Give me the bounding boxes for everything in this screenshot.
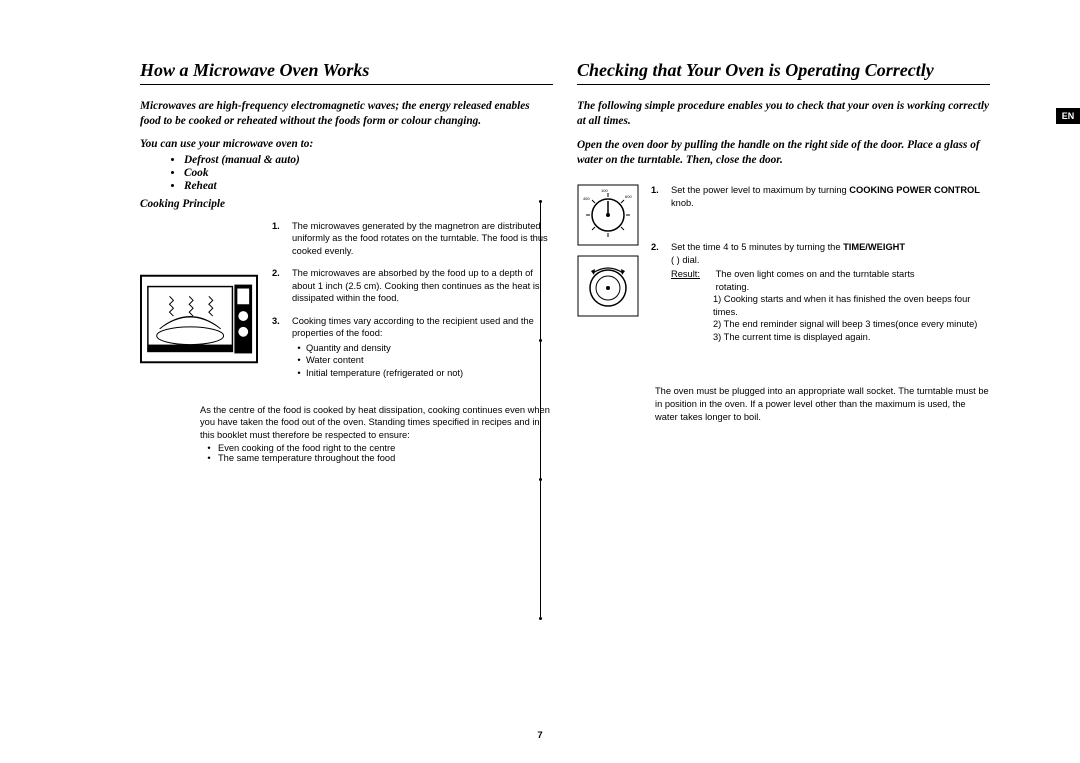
left-column: How a Microwave Oven Works Microwaves ar… bbox=[140, 60, 553, 743]
use-item: Cook bbox=[184, 167, 553, 179]
result-sub: 3) The current time is displayed again. bbox=[671, 331, 990, 344]
use-item: Defrost (manual & auto) bbox=[184, 154, 553, 166]
bullet-item: Water content bbox=[292, 354, 553, 367]
step-number: 1. bbox=[651, 184, 665, 209]
svg-text:600: 600 bbox=[625, 194, 632, 199]
bullet-item: The same temperature throughout the food bbox=[200, 453, 553, 463]
follow-bullets: Even cooking of the food right to the ce… bbox=[200, 443, 553, 463]
bullet-item: Even cooking of the food right to the ce… bbox=[200, 443, 553, 453]
uses-list: Defrost (manual & auto) Cook Reheat bbox=[140, 154, 553, 192]
footer-note: The oven must be plugged into an appropr… bbox=[655, 385, 990, 423]
bullet-item: Quantity and density bbox=[292, 342, 553, 355]
check-steps: 1. Set the power level to maximum by tur… bbox=[651, 184, 990, 375]
follow-text: As the centre of the food is cooked by h… bbox=[200, 404, 553, 442]
power-knob-icon: 100 600 450 bbox=[577, 184, 639, 246]
step-text: The microwaves are absorbed by the food … bbox=[292, 267, 553, 305]
step-number: 2. bbox=[651, 241, 665, 343]
step-item: 2. The microwaves are absorbed by the fo… bbox=[272, 267, 553, 305]
right-intro-1: The following simple procedure enables y… bbox=[577, 99, 990, 130]
language-tab: EN bbox=[1056, 108, 1080, 124]
right-column: Checking that Your Oven is Operating Cor… bbox=[577, 60, 990, 743]
step-text: The microwaves generated by the magnetro… bbox=[292, 220, 553, 258]
step-text: Set the power level to maximum by turnin… bbox=[671, 184, 990, 209]
step-item: 3. Cooking times vary according to the r… bbox=[272, 315, 553, 380]
step-item: 1. The microwaves generated by the magne… bbox=[272, 220, 553, 258]
cooking-principle-subhead: Cooking Principle bbox=[140, 198, 553, 210]
result-sub: 1) Cooking starts and when it has finish… bbox=[671, 293, 990, 318]
left-heading: How a Microwave Oven Works bbox=[140, 60, 553, 85]
microwave-illustration bbox=[140, 248, 258, 390]
uses-intro: You can use your microwave oven to: bbox=[140, 138, 553, 150]
step-number: 3. bbox=[272, 315, 286, 380]
page-number: 7 bbox=[537, 730, 542, 741]
knob-illustrations: 100 600 450 bbox=[577, 184, 639, 375]
svg-text:450: 450 bbox=[583, 196, 590, 201]
check-step-2: 2. Set the time 4 to 5 minutes by turnin… bbox=[651, 241, 990, 343]
step-text: Set the time 4 to 5 minutes by turning t… bbox=[671, 241, 990, 343]
step-bullets: Quantity and density Water content Initi… bbox=[292, 342, 553, 380]
step-number: 1. bbox=[272, 220, 286, 258]
step-text: Cooking times vary according to the reci… bbox=[292, 316, 534, 339]
right-intro-2: Open the oven door by pulling the handle… bbox=[577, 138, 990, 169]
right-heading: Checking that Your Oven is Operating Cor… bbox=[577, 60, 990, 85]
timer-knob-icon bbox=[577, 255, 639, 317]
principle-steps: 1. The microwaves generated by the magne… bbox=[272, 220, 553, 390]
left-intro: Microwaves are high-frequency electromag… bbox=[140, 99, 553, 130]
svg-text:100: 100 bbox=[601, 188, 608, 193]
result-label: Result: bbox=[671, 268, 713, 281]
result-text: The oven light comes on and the turntabl… bbox=[716, 268, 926, 293]
check-step-1: 1. Set the power level to maximum by tur… bbox=[651, 184, 990, 209]
step-number: 2. bbox=[272, 267, 286, 305]
use-item: Reheat bbox=[184, 180, 553, 192]
result-sub: 2) The end reminder signal will beep 3 t… bbox=[671, 318, 990, 331]
bullet-item: Initial temperature (refrigerated or not… bbox=[292, 367, 553, 380]
